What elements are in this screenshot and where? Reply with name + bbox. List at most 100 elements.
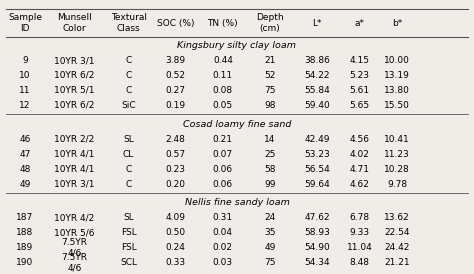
Text: 5.61: 5.61 bbox=[349, 86, 370, 95]
Text: 10YR 3/1: 10YR 3/1 bbox=[54, 56, 95, 65]
Text: 2.48: 2.48 bbox=[166, 135, 186, 144]
Text: 21.21: 21.21 bbox=[384, 258, 410, 267]
Text: 53.23: 53.23 bbox=[304, 150, 330, 159]
Text: C: C bbox=[126, 165, 132, 174]
Text: 190: 190 bbox=[16, 258, 34, 267]
Text: 0.02: 0.02 bbox=[213, 243, 233, 252]
Text: 21: 21 bbox=[264, 56, 276, 65]
Text: 7.5YR
4/6: 7.5YR 4/6 bbox=[62, 253, 87, 272]
Text: 15.50: 15.50 bbox=[384, 101, 410, 110]
Text: CL: CL bbox=[123, 150, 134, 159]
Text: 58.93: 58.93 bbox=[304, 228, 330, 237]
Text: 0.57: 0.57 bbox=[166, 150, 186, 159]
Text: 22.54: 22.54 bbox=[384, 228, 410, 237]
Text: 6.78: 6.78 bbox=[349, 213, 370, 222]
Text: 0.20: 0.20 bbox=[166, 179, 186, 189]
Text: L*: L* bbox=[312, 19, 322, 27]
Text: C: C bbox=[126, 71, 132, 80]
Text: 35: 35 bbox=[264, 228, 276, 237]
Text: 0.11: 0.11 bbox=[213, 71, 233, 80]
Text: 10YR 6/2: 10YR 6/2 bbox=[54, 71, 95, 80]
Text: 0.23: 0.23 bbox=[166, 165, 186, 174]
Text: 5.65: 5.65 bbox=[349, 101, 370, 110]
Text: 0.52: 0.52 bbox=[166, 71, 186, 80]
Text: 4.56: 4.56 bbox=[349, 135, 370, 144]
Text: 0.04: 0.04 bbox=[213, 228, 233, 237]
Text: 10YR 6/2: 10YR 6/2 bbox=[54, 101, 95, 110]
Text: 98: 98 bbox=[264, 101, 276, 110]
Text: 10YR 5/1: 10YR 5/1 bbox=[54, 86, 95, 95]
Text: Kingsbury silty clay loam: Kingsbury silty clay loam bbox=[177, 41, 297, 50]
Text: 9.78: 9.78 bbox=[387, 179, 407, 189]
Text: 0.31: 0.31 bbox=[213, 213, 233, 222]
Text: Sample
ID: Sample ID bbox=[8, 13, 42, 33]
Text: 10: 10 bbox=[19, 71, 31, 80]
Text: C: C bbox=[126, 179, 132, 189]
Text: 14: 14 bbox=[264, 135, 276, 144]
Text: b*: b* bbox=[392, 19, 402, 27]
Text: 0.08: 0.08 bbox=[213, 86, 233, 95]
Text: 47.62: 47.62 bbox=[304, 213, 330, 222]
Text: 0.21: 0.21 bbox=[213, 135, 233, 144]
Text: 187: 187 bbox=[16, 213, 34, 222]
Text: C: C bbox=[126, 86, 132, 95]
Text: 10YR 5/6: 10YR 5/6 bbox=[54, 228, 95, 237]
Text: 0.06: 0.06 bbox=[213, 165, 233, 174]
Text: 8.48: 8.48 bbox=[349, 258, 370, 267]
Text: 11: 11 bbox=[19, 86, 31, 95]
Text: 46: 46 bbox=[19, 135, 31, 144]
Text: 55.84: 55.84 bbox=[304, 86, 330, 95]
Text: 0.05: 0.05 bbox=[213, 101, 233, 110]
Text: 24.42: 24.42 bbox=[384, 243, 410, 252]
Text: 24: 24 bbox=[264, 213, 275, 222]
Text: 47: 47 bbox=[19, 150, 31, 159]
Text: 0.33: 0.33 bbox=[166, 258, 186, 267]
Text: a*: a* bbox=[355, 19, 365, 27]
Text: 4.09: 4.09 bbox=[166, 213, 186, 222]
Text: 54.90: 54.90 bbox=[304, 243, 330, 252]
Text: SiC: SiC bbox=[121, 101, 136, 110]
Text: 56.54: 56.54 bbox=[304, 165, 330, 174]
Text: 25: 25 bbox=[264, 150, 276, 159]
Text: 59.64: 59.64 bbox=[304, 179, 330, 189]
Text: 0.06: 0.06 bbox=[213, 179, 233, 189]
Text: 13.62: 13.62 bbox=[384, 213, 410, 222]
Text: SCL: SCL bbox=[120, 258, 137, 267]
Text: 0.50: 0.50 bbox=[166, 228, 186, 237]
Text: 75: 75 bbox=[264, 258, 276, 267]
Text: 48: 48 bbox=[19, 165, 31, 174]
Text: 59.40: 59.40 bbox=[304, 101, 330, 110]
Text: SL: SL bbox=[123, 135, 134, 144]
Text: SOC (%): SOC (%) bbox=[157, 19, 194, 27]
Text: 189: 189 bbox=[16, 243, 34, 252]
Text: 11.23: 11.23 bbox=[384, 150, 410, 159]
Text: 52: 52 bbox=[264, 71, 276, 80]
Text: 13.19: 13.19 bbox=[384, 71, 410, 80]
Text: 54.34: 54.34 bbox=[304, 258, 330, 267]
Text: 7.5YR
4/6: 7.5YR 4/6 bbox=[62, 238, 87, 258]
Text: 9.33: 9.33 bbox=[349, 228, 370, 237]
Text: 4.02: 4.02 bbox=[350, 150, 369, 159]
Text: 12: 12 bbox=[19, 101, 31, 110]
Text: FSL: FSL bbox=[121, 243, 137, 252]
Text: 10YR 4/2: 10YR 4/2 bbox=[55, 213, 94, 222]
Text: 3.89: 3.89 bbox=[166, 56, 186, 65]
Text: 10.41: 10.41 bbox=[384, 135, 410, 144]
Text: 0.03: 0.03 bbox=[213, 258, 233, 267]
Text: 10YR 2/2: 10YR 2/2 bbox=[55, 135, 94, 144]
Text: Depth
(cm): Depth (cm) bbox=[256, 13, 284, 33]
Text: 0.19: 0.19 bbox=[166, 101, 186, 110]
Text: 10YR 4/1: 10YR 4/1 bbox=[54, 165, 95, 174]
Text: 10YR 3/1: 10YR 3/1 bbox=[54, 179, 95, 189]
Text: 54.22: 54.22 bbox=[304, 71, 330, 80]
Text: Cosad loamy fine sand: Cosad loamy fine sand bbox=[183, 120, 291, 129]
Text: Nellis fine sandy loam: Nellis fine sandy loam bbox=[184, 198, 290, 207]
Text: 49: 49 bbox=[264, 243, 276, 252]
Text: 0.44: 0.44 bbox=[213, 56, 233, 65]
Text: SL: SL bbox=[123, 213, 134, 222]
Text: 188: 188 bbox=[16, 228, 34, 237]
Text: 10YR 4/1: 10YR 4/1 bbox=[54, 150, 95, 159]
Text: 75: 75 bbox=[264, 86, 276, 95]
Text: 13.80: 13.80 bbox=[384, 86, 410, 95]
Text: 11.04: 11.04 bbox=[346, 243, 373, 252]
